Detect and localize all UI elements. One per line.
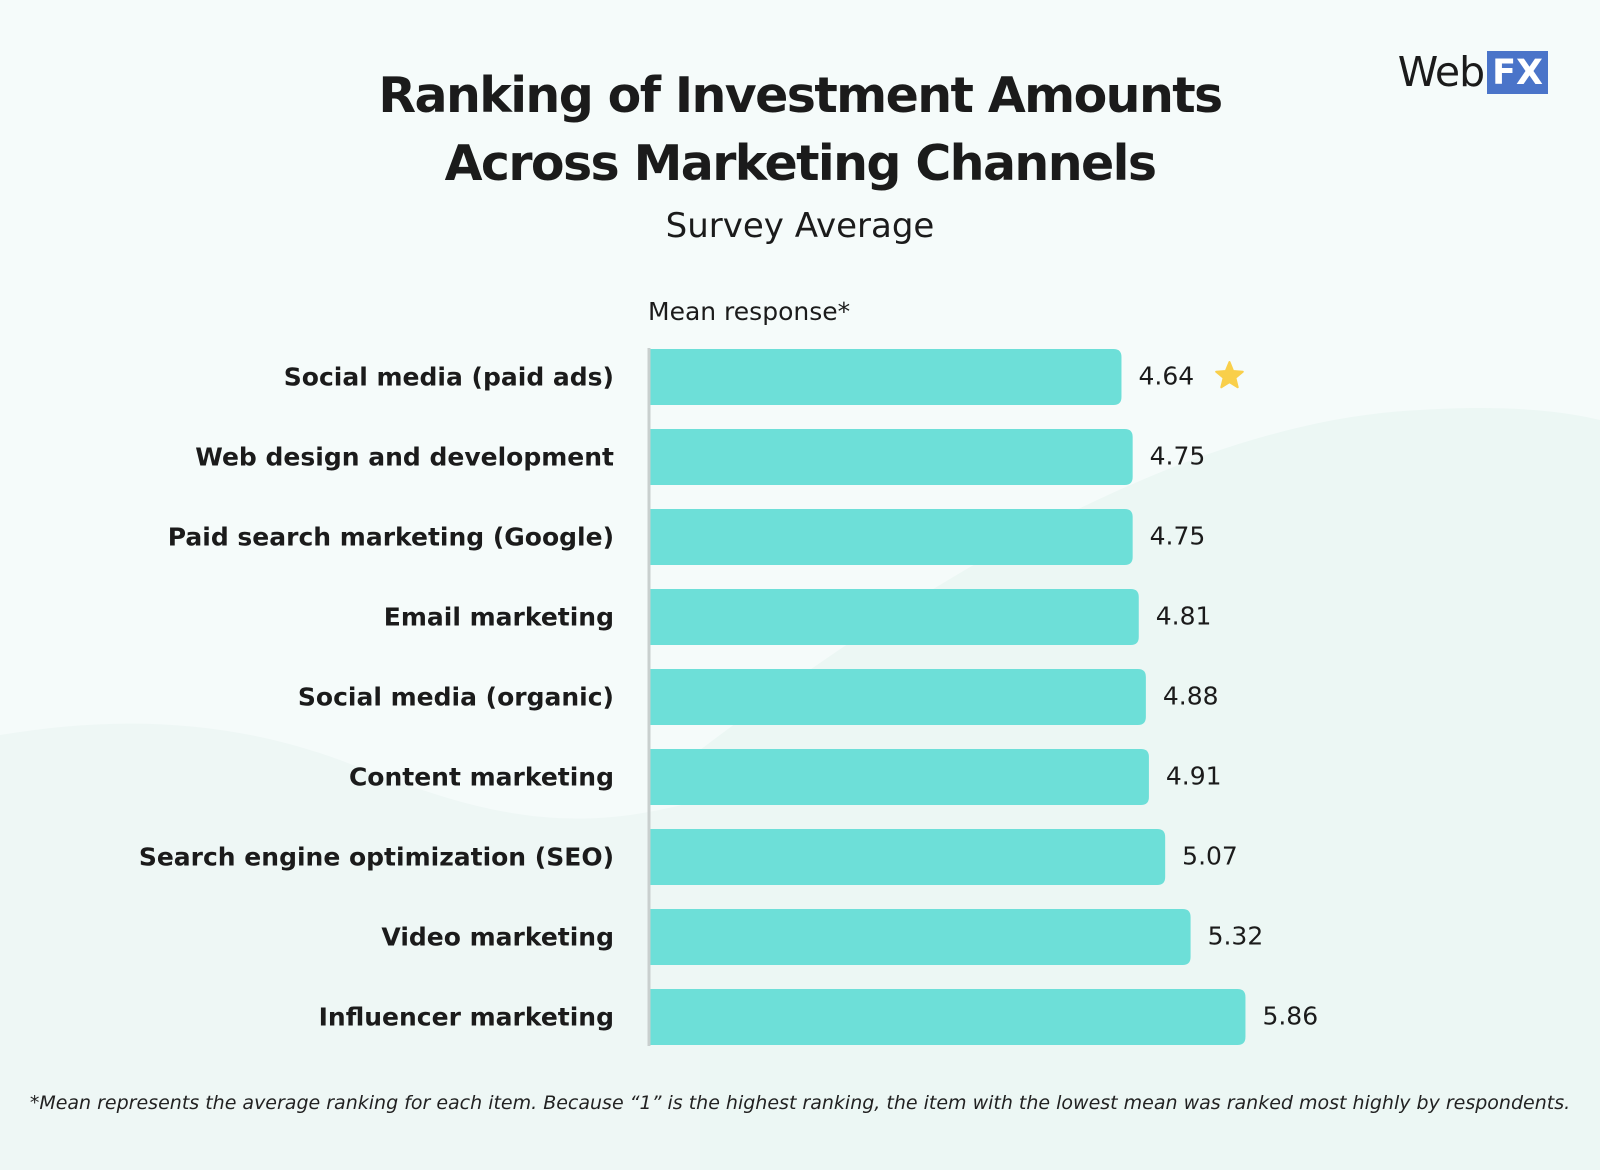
value-label: 4.64 [1138, 362, 1194, 391]
bar-group: Social media (paid ads) 4.64 [284, 349, 1244, 405]
bar-group: Video marketing 5.32 [381, 909, 1263, 965]
value-label: 4.75 [1150, 522, 1206, 551]
bar-group: Influencer marketing 5.86 [319, 989, 1318, 1045]
category-label: Email marketing [384, 603, 614, 632]
bar-group: Web design and development 4.75 [195, 429, 1205, 485]
x-axis-label: Mean response* [648, 297, 850, 326]
bar [650, 349, 1122, 405]
bar [650, 749, 1149, 805]
bar-group: Paid search marketing (Google) 4.75 [168, 509, 1206, 565]
category-label: Paid search marketing (Google) [168, 523, 614, 552]
value-label: 4.91 [1166, 762, 1222, 791]
category-label: Web design and development [195, 443, 614, 472]
category-label: Social media (organic) [298, 683, 614, 712]
category-label: Content marketing [349, 763, 614, 792]
category-label: Video marketing [381, 923, 614, 952]
bar-group: Search engine optimization (SEO) 5.07 [139, 829, 1238, 885]
bar-group: Social media (organic) 4.88 [298, 669, 1219, 725]
bar-group: Content marketing 4.91 [349, 749, 1222, 805]
bar [650, 669, 1146, 725]
background-wave-left [0, 723, 700, 1170]
value-label: 4.88 [1163, 682, 1219, 711]
star-icon [1215, 361, 1244, 389]
bar [650, 429, 1133, 485]
chart-title-line-2: Across Marketing Channels [444, 135, 1157, 192]
footnote: *Mean represents the average ranking for… [29, 1092, 1571, 1114]
bars-layer: Social media (paid ads) 4.64 Web design an… [139, 349, 1318, 1045]
chart-title: Ranking of Investment Amounts Across Mar… [0, 62, 1600, 198]
bar [650, 909, 1191, 965]
value-label: 5.32 [1208, 922, 1264, 951]
value-label: 5.86 [1262, 1002, 1318, 1031]
logo-fx-badge: FX [1487, 50, 1548, 94]
bar [650, 989, 1246, 1045]
value-label: 5.07 [1182, 842, 1238, 871]
bar-group: Email marketing 4.81 [384, 589, 1212, 645]
bar [650, 829, 1166, 885]
bar [650, 589, 1139, 645]
webfx-logo: Web FX [1398, 48, 1548, 96]
chart-subtitle: Survey Average [665, 206, 935, 246]
bar [650, 509, 1133, 565]
category-label: Search engine optimization (SEO) [139, 843, 614, 872]
chart-title-line-1: Ranking of Investment Amounts [378, 67, 1223, 124]
logo-web-text: Web [1397, 48, 1485, 96]
category-label: Influencer marketing [319, 1003, 614, 1032]
value-label: 4.81 [1156, 602, 1212, 631]
category-label: Social media (paid ads) [284, 363, 614, 392]
value-label: 4.75 [1150, 442, 1206, 471]
